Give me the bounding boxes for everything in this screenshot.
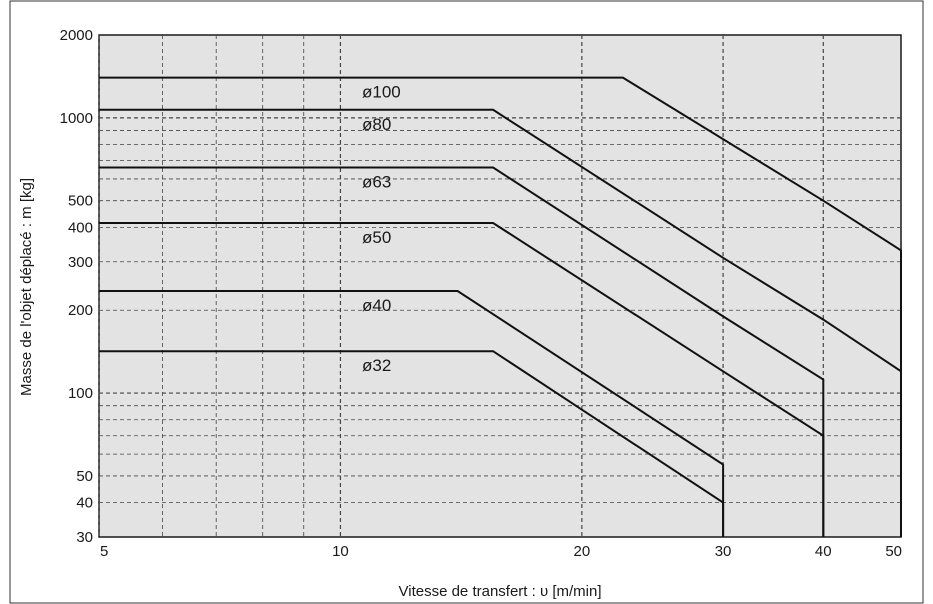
y-tick-label: 500 xyxy=(68,193,93,210)
series-line xyxy=(99,166,825,537)
series-label: ø80 xyxy=(362,115,391,134)
y-tick-label: 200 xyxy=(68,302,93,319)
series-line xyxy=(99,350,725,537)
x-tick-label: 5 xyxy=(100,543,108,560)
series-label: ø100 xyxy=(362,83,401,102)
grid xyxy=(98,35,901,537)
series-line xyxy=(99,222,825,537)
y-tick-label: 300 xyxy=(68,254,93,271)
series-label: ø40 xyxy=(362,296,391,315)
series-line xyxy=(99,290,725,537)
y-tick-labels: 2000 1000 500 400 300 200 100 50 40 30 xyxy=(60,27,93,546)
series-line xyxy=(99,76,902,537)
series-line xyxy=(99,108,902,537)
series-label: ø32 xyxy=(362,356,391,375)
x-tick-label: 30 xyxy=(715,543,732,560)
x-tick-label: 50 xyxy=(885,543,902,560)
series-label: ø63 xyxy=(362,173,391,192)
y-tick-label: 40 xyxy=(76,495,93,512)
series-lines xyxy=(99,76,902,537)
x-tick-labels: 5 10 20 30 40 50 xyxy=(100,543,902,560)
series-labels: ø100 ø80 ø63 ø50 ø40 ø32 xyxy=(362,83,401,376)
y-tick-label: 100 xyxy=(68,385,93,402)
x-tick-label: 10 xyxy=(332,543,349,560)
y-tick-label: 50 xyxy=(76,468,93,485)
x-axis-label: Vitesse de transfert : υ [m/min] xyxy=(399,583,602,600)
series-label: ø50 xyxy=(362,228,391,247)
x-tick-label: 40 xyxy=(815,543,832,560)
y-axis-label: Masse de l'objet déplacé : m [kg] xyxy=(18,178,35,396)
y-tick-label: 1000 xyxy=(60,110,93,127)
x-tick-label: 20 xyxy=(574,543,591,560)
y-tick-label: 2000 xyxy=(60,27,93,44)
y-tick-label: 400 xyxy=(68,219,93,236)
y-tick-label: 30 xyxy=(76,529,93,546)
